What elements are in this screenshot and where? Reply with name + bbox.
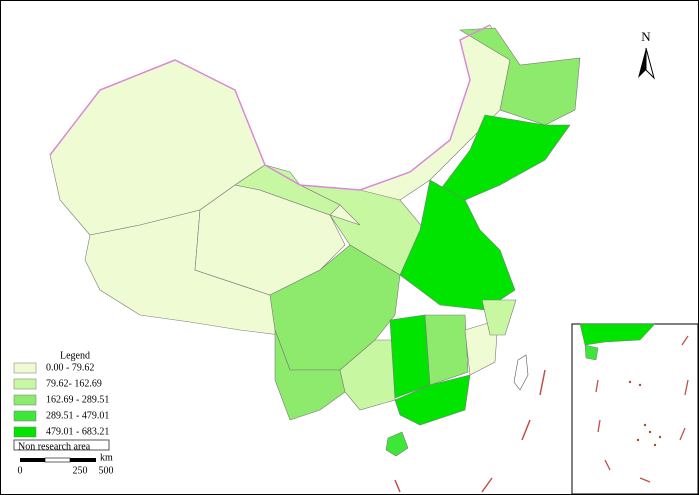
- province: [439, 114, 571, 201]
- province: [385, 431, 409, 457]
- scale-unit: km: [100, 452, 113, 463]
- inset: [571, 323, 699, 495]
- provinces: [49, 24, 581, 457]
- legend-label: 289.51 - 479.01: [46, 410, 109, 421]
- province: [84, 209, 281, 336]
- border: [49, 24, 491, 191]
- scale-label: 250: [73, 465, 88, 476]
- legend-label: Non research area: [18, 441, 91, 452]
- legend-swatch: [13, 439, 110, 451]
- scale-label: 0: [18, 465, 23, 476]
- legend-label: 0.00 - 79.62: [46, 362, 94, 373]
- legend-label: 479.01 - 683.21: [46, 426, 109, 437]
- sea-border: [394, 369, 546, 493]
- province: [234, 164, 341, 216]
- north-label: N: [641, 29, 651, 44]
- scale-bar: 0 250 500 km: [18, 452, 114, 476]
- province: [481, 299, 517, 336]
- legend-swatch: [13, 394, 37, 406]
- legend: Legend Non research area 0.00 - 79.62 79.…: [13, 350, 110, 452]
- province: [274, 329, 346, 421]
- legend-swatch: [13, 378, 37, 390]
- legend-swatch: [13, 410, 37, 422]
- province: [389, 314, 431, 399]
- scale-label: 500: [99, 465, 114, 476]
- legend-swatch: [13, 426, 37, 438]
- legend-label: 162.69 - 289.51: [46, 394, 109, 405]
- non-research-area: [513, 354, 529, 391]
- province: [424, 314, 469, 386]
- legend-label: 79.62- 162.69: [46, 378, 102, 389]
- legend-title: Legend: [60, 350, 90, 361]
- legend-swatch: [13, 362, 37, 374]
- north-arrow: N: [638, 29, 655, 80]
- province: [459, 27, 581, 126]
